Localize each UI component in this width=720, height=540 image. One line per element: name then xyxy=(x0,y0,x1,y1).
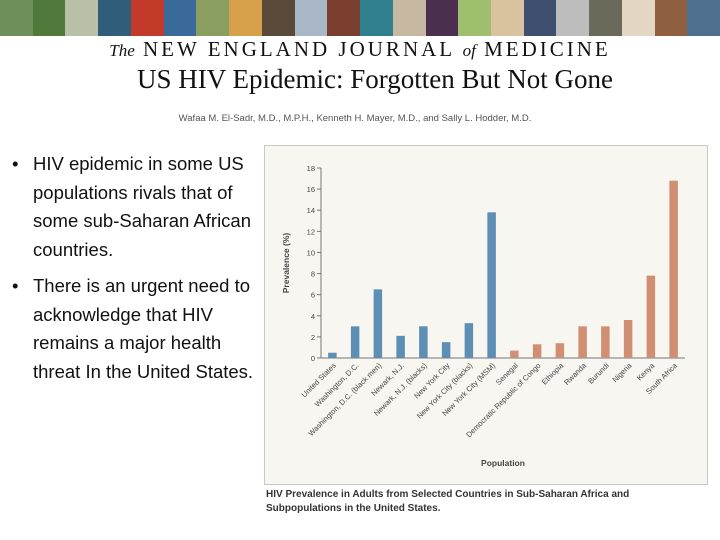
bar xyxy=(419,326,428,358)
bullet-text: HIV epidemic in some US populations riva… xyxy=(33,153,252,260)
banner-image-tile xyxy=(654,0,688,36)
bar xyxy=(464,323,474,358)
y-tick-label: 0 xyxy=(311,354,315,363)
y-tick-label: 10 xyxy=(307,248,315,257)
journal-logo-name-part2: MEDICINE xyxy=(484,37,611,61)
bar xyxy=(328,352,337,358)
banner-image-tile xyxy=(163,0,197,36)
banner-image-tile xyxy=(556,0,590,36)
journal-logo-the: The xyxy=(109,41,135,60)
banner-image-tile xyxy=(589,0,622,36)
bar xyxy=(555,343,565,358)
journal-logo-name-part1: NEW ENGLAND JOURNAL xyxy=(143,37,455,61)
bar xyxy=(396,335,405,358)
banner-image-tile xyxy=(32,0,66,36)
banner-image-tile xyxy=(360,0,393,36)
y-tick-label: 16 xyxy=(307,185,315,194)
banner-image-tile xyxy=(229,0,262,36)
banner-image-tile xyxy=(327,0,361,36)
x-tick-label: Ethiopia xyxy=(540,360,566,386)
bullet-text: There is an urgent need to acknowledge t… xyxy=(33,275,254,382)
x-axis-label: Population xyxy=(481,458,525,468)
x-tick-label: Rwanda xyxy=(562,360,588,386)
banner-image-tile xyxy=(523,0,557,36)
journal-logo-of: of xyxy=(462,41,476,60)
banner-image-tile xyxy=(294,0,328,36)
banner-image-tile xyxy=(621,0,655,36)
y-tick-label: 6 xyxy=(311,291,315,300)
y-tick-label: 8 xyxy=(311,270,315,279)
journal-logo: The NEW ENGLAND JOURNAL of MEDICINE xyxy=(0,37,720,63)
bar xyxy=(532,344,542,358)
x-tick-label: Burundi xyxy=(586,361,611,386)
banner-image-tile xyxy=(425,0,459,36)
bar xyxy=(487,212,496,358)
bar xyxy=(510,350,519,358)
y-tick-label: 12 xyxy=(307,227,315,236)
chart-figure: 0 2 4 6 8 10 12 14 16 18 Prevalence (%) United Stat… xyxy=(264,145,708,485)
banner-image-tile xyxy=(261,0,295,36)
banner-image-tile xyxy=(98,0,131,36)
banner-image-tile xyxy=(0,0,33,36)
bar xyxy=(373,289,383,358)
bullet-dot-icon: • xyxy=(12,275,19,296)
figure-caption: HIV Prevalence in Adults from Selected C… xyxy=(266,489,630,514)
y-tick-label: 18 xyxy=(307,164,315,173)
bar xyxy=(669,180,678,358)
bullet-list: • HIV epidemic in some US populations riv… xyxy=(12,150,262,394)
bar xyxy=(441,342,451,358)
journal-banner-images xyxy=(0,0,720,36)
bullet-item: • HIV epidemic in some US populations riv… xyxy=(12,150,262,264)
bar xyxy=(350,326,360,358)
y-tick-label: 2 xyxy=(311,333,315,342)
y-axis-label: Prevalence (%) xyxy=(281,233,291,294)
article-authors: Wafaa M. El-Sadr, M.D., M.P.H., Kenneth … xyxy=(178,113,532,124)
bar xyxy=(623,320,633,358)
banner-image-tile xyxy=(130,0,164,36)
banner-image-tile xyxy=(687,0,720,36)
banner-image-tile xyxy=(458,0,492,36)
bullet-item: • There is an urgent need to acknowledge … xyxy=(12,272,262,386)
slide-title: US HIV Epidemic: Forgotten But Not Gone xyxy=(137,64,613,94)
banner-image-tile xyxy=(196,0,230,36)
banner-image-tile xyxy=(392,0,426,36)
x-tick-label: Nigeria xyxy=(610,360,634,384)
y-tick-label: 14 xyxy=(307,206,315,215)
y-tick-label: 4 xyxy=(311,312,315,321)
bar xyxy=(601,326,610,358)
bullet-dot-icon: • xyxy=(12,153,19,174)
banner-image-tile xyxy=(491,0,524,36)
bar xyxy=(646,275,656,358)
bar xyxy=(578,326,587,358)
banner-image-tile xyxy=(65,0,99,36)
